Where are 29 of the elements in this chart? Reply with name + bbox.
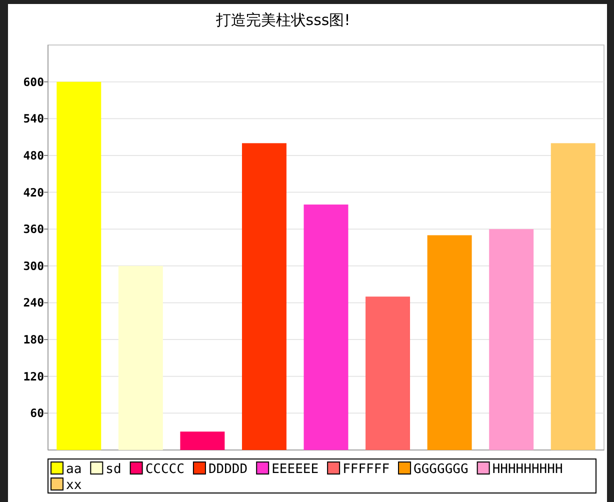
legend-label: CCCCC xyxy=(145,462,184,477)
legend-label: aa xyxy=(66,462,82,477)
y-tick-label: 540 xyxy=(23,112,44,126)
bar xyxy=(180,432,225,450)
legend-label: GGGGGGG xyxy=(414,462,468,477)
bar xyxy=(550,143,596,450)
legend-label: FFFFFF xyxy=(342,462,390,477)
bar xyxy=(242,143,286,450)
chart-title: 打造完美柱状sss图! xyxy=(214,11,350,29)
legend-label: sd xyxy=(106,462,122,477)
bar xyxy=(304,204,348,450)
bar xyxy=(366,296,410,450)
y-tick-label: 360 xyxy=(23,222,44,236)
bar xyxy=(56,82,102,450)
legend-label: DDDDD xyxy=(208,462,248,477)
bar xyxy=(427,235,472,450)
y-tick-label: 480 xyxy=(23,148,44,162)
legend-label: HHHHHHHHH xyxy=(492,462,563,477)
y-tick-label: 300 xyxy=(23,258,44,273)
y-tick-label: 600 xyxy=(23,74,44,89)
legend-label: EEEEEE xyxy=(272,462,319,477)
bar xyxy=(118,266,163,450)
bar xyxy=(489,229,534,450)
y-tick-label: 120 xyxy=(23,369,44,384)
legend-label: xx xyxy=(66,478,82,493)
y-tick-label: 420 xyxy=(23,185,44,200)
y-tick-label: 240 xyxy=(23,296,44,310)
y-tick-label: 180 xyxy=(23,332,44,347)
y-tick-label: 60 xyxy=(30,406,44,420)
